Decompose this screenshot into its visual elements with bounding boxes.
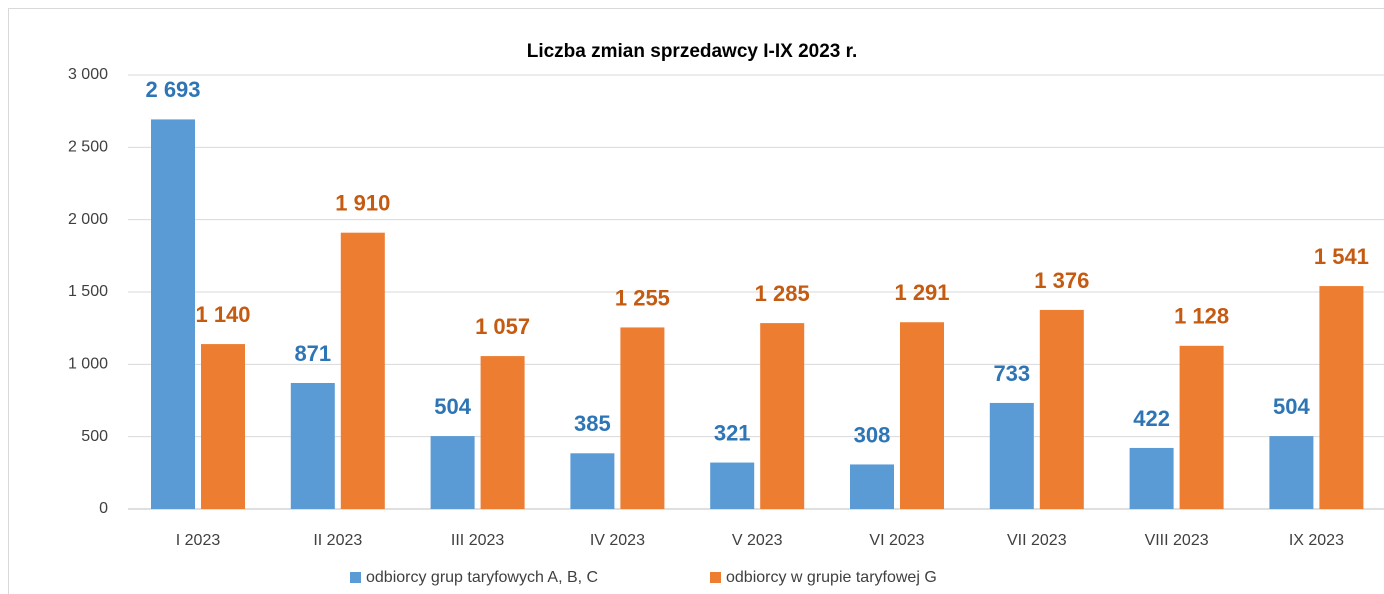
y-tick-label: 0 [99, 500, 108, 517]
value-label: 733 [993, 361, 1030, 386]
y-tick-label: 2 500 [68, 139, 108, 156]
legend-label: odbiorcy w grupie taryfowej G [726, 569, 937, 586]
value-label: 385 [574, 411, 611, 436]
bar [480, 356, 525, 509]
value-label: 1 291 [894, 280, 949, 305]
bar [151, 119, 195, 510]
value-label: 1 541 [1314, 244, 1369, 269]
bar [430, 436, 475, 509]
value-label: 871 [294, 341, 331, 366]
bar [290, 382, 335, 509]
value-label: 422 [1133, 406, 1170, 431]
value-label: 1 910 [335, 190, 390, 215]
legend-swatch [350, 572, 361, 583]
bar [1269, 436, 1314, 509]
legend-label: odbiorcy grup taryfowych A, B, C [366, 569, 598, 586]
x-tick-label: IX 2023 [1289, 532, 1344, 549]
value-label: 1 140 [195, 302, 250, 327]
bar [620, 327, 665, 509]
bar [1319, 286, 1364, 509]
x-tick-label: VII 2023 [1007, 532, 1067, 549]
bar [989, 402, 1034, 509]
bar [850, 464, 894, 509]
value-label: 504 [434, 394, 471, 419]
value-label: 1 057 [475, 314, 530, 339]
bar [201, 344, 245, 509]
value-label: 1 128 [1174, 304, 1229, 329]
chart-title: Liczba zmian sprzedawcy I-IX 2023 r. [527, 41, 858, 62]
x-tick-label: I 2023 [176, 532, 221, 549]
value-label: 321 [714, 420, 751, 445]
bar [1039, 309, 1084, 509]
bar [760, 323, 805, 509]
y-tick-label: 3 000 [68, 66, 108, 83]
value-label: 1 255 [615, 285, 670, 310]
x-tick-label: IV 2023 [590, 532, 645, 549]
bar [570, 453, 615, 509]
value-label: 2 693 [145, 77, 200, 102]
value-label: 504 [1273, 394, 1310, 419]
x-tick-label: VIII 2023 [1145, 532, 1209, 549]
y-tick-label: 1 500 [68, 283, 108, 300]
bar [710, 462, 755, 509]
bar [1179, 345, 1224, 509]
bar [1129, 447, 1174, 509]
y-tick-label: 2 000 [68, 211, 108, 228]
value-label: 1 376 [1034, 268, 1089, 293]
y-tick-label: 500 [81, 428, 108, 445]
value-label: 1 285 [755, 281, 810, 306]
bar [340, 232, 385, 510]
y-tick-label: 1 000 [68, 356, 108, 373]
value-label: 308 [854, 422, 891, 447]
x-tick-label: V 2023 [732, 532, 783, 549]
legend-swatch [710, 572, 721, 583]
x-tick-label: VI 2023 [869, 532, 924, 549]
x-tick-label: III 2023 [451, 532, 504, 549]
x-tick-label: II 2023 [313, 532, 362, 549]
bar [900, 322, 944, 509]
